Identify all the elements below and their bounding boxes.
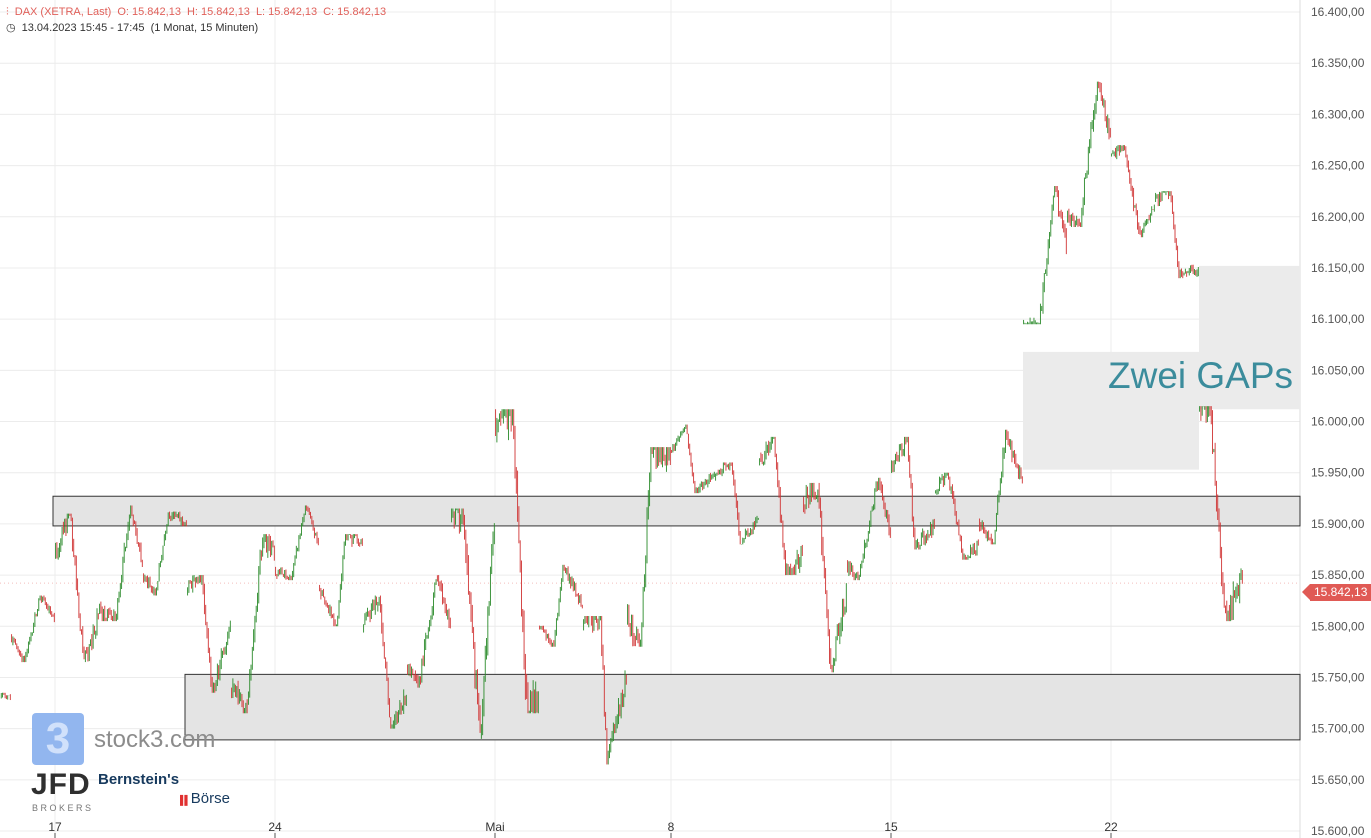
last-price-badge: 15.842,13: [1301, 584, 1371, 601]
resistance-zone: [52, 495, 1301, 527]
gap-1: [1023, 351, 1199, 470]
y-tick-label: 15.600,00: [1311, 824, 1365, 838]
y-tick-label: 15.650,00: [1311, 773, 1365, 787]
y-tick-label: 15.750,00: [1311, 670, 1365, 684]
jfd-brokers-text: BROKERS: [32, 803, 94, 813]
period: (1 Monat, 15 Minuten): [150, 22, 259, 34]
stock3-watermark: stock3.com: [94, 726, 216, 753]
open-value: O: 15.842,13: [117, 6, 181, 18]
legend-ohlc: ⫶ DAX (XETRA, Last) O: 15.842,13 H: 15.842,…: [6, 6, 392, 19]
x-tick-label: 24: [268, 820, 282, 834]
y-tick-label: 16.350,00: [1311, 56, 1365, 70]
x-tick-label: 15: [884, 820, 898, 834]
y-tick-label: 16.150,00: [1311, 261, 1365, 275]
legend-time: ◷ 13.04.2023 15:45 - 17:45 (1 Monat, 15 Mi…: [6, 22, 264, 35]
y-tick-label: 16.000,00: [1311, 415, 1365, 429]
support-zone: [184, 673, 1301, 741]
y-tick-label: 16.050,00: [1311, 363, 1365, 377]
y-tick-label: 16.100,00: [1311, 312, 1365, 326]
x-tick-label: 17: [48, 820, 62, 834]
low-value: L: 15.842,13: [255, 6, 318, 18]
boerse-logo: Börse: [180, 790, 230, 809]
y-tick-label: 16.400,00: [1311, 5, 1365, 19]
annotation-text: Zwei GAPs: [1108, 355, 1294, 396]
y-tick-label: 16.300,00: [1311, 107, 1365, 121]
x-tick-label: Mai: [485, 820, 504, 834]
y-tick-label: 15.900,00: [1311, 517, 1365, 531]
time-range: 13.04.2023 15:45 - 17:45: [21, 22, 145, 34]
clock-icon: ◷: [6, 22, 16, 34]
stock3-logo: 3: [32, 713, 84, 765]
y-tick-label: 15.800,00: [1311, 619, 1365, 633]
gap-2: [1199, 265, 1300, 410]
jfd-logo: JFD: [31, 768, 91, 801]
y-tick-label: 15.850,00: [1311, 568, 1365, 582]
x-tick-label: 8: [668, 820, 675, 834]
close-value: C: 15.842,13: [323, 6, 387, 18]
candlestick-chart-icon: ⫶: [6, 6, 9, 18]
y-tick-label: 16.200,00: [1311, 210, 1365, 224]
bernstein-logo: Bernstein's: [98, 771, 180, 788]
x-tick-label: 22: [1104, 820, 1118, 834]
y-tick-label: 15.950,00: [1311, 466, 1365, 480]
y-tick-label: 16.250,00: [1311, 159, 1365, 173]
y-tick-label: 15.700,00: [1311, 722, 1365, 736]
instrument-name: DAX (XETRA, Last): [14, 6, 112, 18]
high-value: H: 15.842,13: [186, 6, 250, 18]
